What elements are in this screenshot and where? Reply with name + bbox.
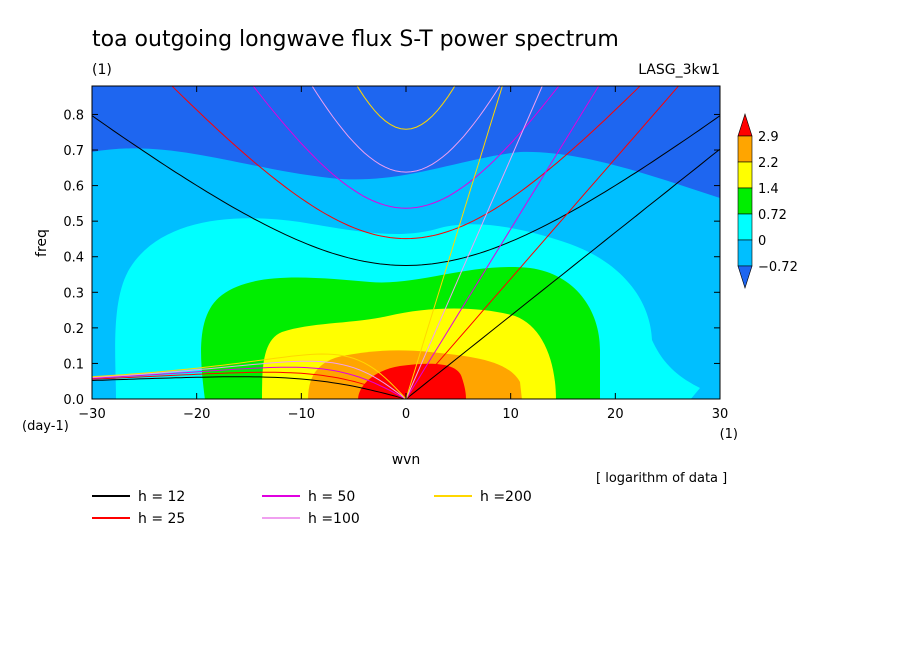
colorbar-box bbox=[737, 213, 753, 241]
y-tick-label: 0.3 bbox=[63, 286, 84, 301]
data-note: [ logarithm of data ] bbox=[596, 471, 727, 486]
kelvin-curve bbox=[405, 86, 543, 399]
colorbar-label: 2.2 bbox=[758, 156, 779, 171]
x-axis-ticks: −30 −20 −10 0 10 20 30 bbox=[78, 86, 728, 422]
x-axis-label: wvn bbox=[392, 452, 421, 468]
y-tick-label: 0.7 bbox=[63, 144, 84, 159]
x-tick-label: 10 bbox=[502, 407, 519, 422]
colorbar-box bbox=[737, 239, 753, 267]
y-tick-label: 0.0 bbox=[63, 393, 84, 408]
legend-label: h =200 bbox=[480, 489, 532, 505]
chart-subtitle-left: (1) bbox=[92, 62, 112, 78]
y-unit-label: (day-1) bbox=[22, 419, 69, 434]
legend-label: h = 12 bbox=[138, 489, 185, 505]
colorbar: 2.9 2.2 1.4 0.72 0 −0.72 bbox=[737, 113, 798, 289]
x-unit-label: (1) bbox=[720, 427, 738, 442]
rossby-curve bbox=[92, 371, 407, 399]
x-tick-label: 30 bbox=[712, 407, 729, 422]
rossby-curve bbox=[92, 376, 407, 399]
inertia-gravity-curve bbox=[252, 86, 560, 209]
colorbar-box bbox=[737, 187, 753, 215]
y-tick-label: 0.6 bbox=[63, 180, 84, 195]
contour-fills bbox=[92, 86, 720, 399]
chart-title: toa outgoing longwave flux S-T power spe… bbox=[92, 27, 619, 52]
inertia-gravity-curve bbox=[311, 86, 501, 173]
inertia-gravity-curve bbox=[92, 115, 720, 267]
rossby-curve bbox=[92, 360, 407, 399]
kelvin-curve bbox=[405, 148, 720, 399]
colorbar-cap-bottom bbox=[737, 265, 753, 289]
y-axis-ticks: 0.0 0.1 0.2 0.3 0.4 0.5 0.6 0.7 0.8 bbox=[63, 108, 720, 408]
inertia-gravity-curve bbox=[171, 86, 641, 240]
dispersion-curves bbox=[92, 86, 720, 399]
y-tick-label: 0.4 bbox=[63, 251, 84, 266]
legend-label: h = 50 bbox=[308, 489, 355, 505]
y-tick-label: 0.5 bbox=[63, 215, 84, 230]
inertia-gravity-curve bbox=[356, 86, 456, 130]
x-tick-label: −30 bbox=[78, 407, 105, 422]
colorbar-label: 0 bbox=[758, 234, 766, 249]
rossby-curve bbox=[92, 366, 407, 399]
legend-label: h = 25 bbox=[138, 511, 185, 527]
kelvin-curve bbox=[405, 86, 503, 399]
y-tick-label: 0.1 bbox=[63, 357, 84, 372]
chart-subtitle-right: LASG_3kw1 bbox=[638, 62, 720, 78]
colorbar-label: 0.72 bbox=[758, 208, 787, 223]
kelvin-curve bbox=[405, 86, 680, 399]
legend: h = 12 h = 25 h = 50 h =100 h =200 bbox=[92, 489, 532, 527]
x-tick-label: −10 bbox=[288, 407, 315, 422]
y-tick-label: 0.8 bbox=[63, 108, 84, 123]
colorbar-label: −0.72 bbox=[758, 260, 798, 275]
colorbar-label: 1.4 bbox=[758, 182, 779, 197]
kelvin-curve bbox=[405, 86, 600, 399]
colorbar-box bbox=[737, 161, 753, 189]
rossby-curve bbox=[92, 353, 407, 399]
colorbar-box bbox=[737, 135, 753, 163]
legend-label: h =100 bbox=[308, 511, 360, 527]
colorbar-cap-top bbox=[737, 113, 753, 137]
y-axis-label: freq bbox=[34, 229, 50, 257]
colorbar-label: 2.9 bbox=[758, 130, 779, 145]
x-tick-label: −20 bbox=[183, 407, 210, 422]
x-tick-label: 0 bbox=[402, 407, 410, 422]
x-tick-label: 20 bbox=[607, 407, 624, 422]
y-tick-label: 0.2 bbox=[63, 322, 84, 337]
